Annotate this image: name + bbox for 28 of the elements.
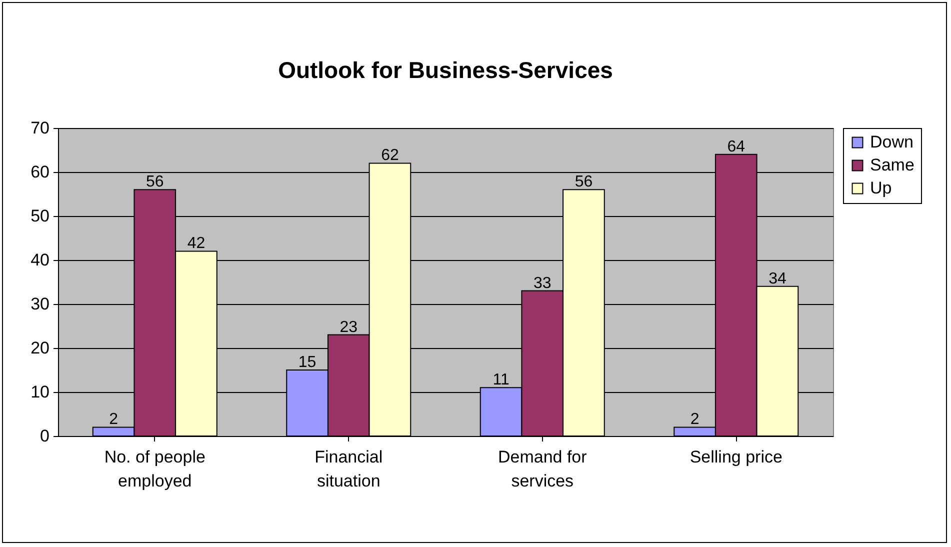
data-label: 2: [109, 411, 118, 428]
y-tick-label: 50: [30, 206, 50, 226]
y-tick-label: 0: [40, 426, 50, 446]
y-tick-label: 70: [30, 118, 50, 138]
y-tick-label: 60: [30, 162, 50, 182]
data-label: 42: [187, 235, 206, 252]
x-tick-label: Financial situation: [314, 448, 383, 490]
x-tick-label: Selling price: [690, 448, 782, 466]
legend-label: Down: [870, 132, 914, 152]
y-tick-label: 10: [30, 382, 50, 402]
data-label: 11: [492, 372, 510, 389]
chart-title: Outlook for Business-Services: [278, 57, 613, 83]
data-label: 64: [727, 138, 746, 156]
data-label: 56: [574, 174, 593, 191]
data-label: 2: [690, 411, 700, 428]
x-tick-label: Demand for services: [498, 448, 588, 490]
data-label: 56: [146, 174, 164, 191]
data-label: 23: [340, 318, 358, 336]
data-label: 15: [298, 354, 316, 371]
data-label: 33: [533, 274, 552, 292]
x-tick-label: No. of people employed: [104, 448, 206, 490]
y-tick-label: 30: [30, 294, 50, 314]
data-label: 62: [381, 147, 399, 164]
data-label: 34: [768, 270, 786, 288]
legend-label: Up: [870, 178, 892, 198]
y-tick-label: 20: [30, 338, 50, 358]
legend-label: Same: [870, 156, 914, 174]
y-tick-label: 40: [30, 250, 50, 270]
